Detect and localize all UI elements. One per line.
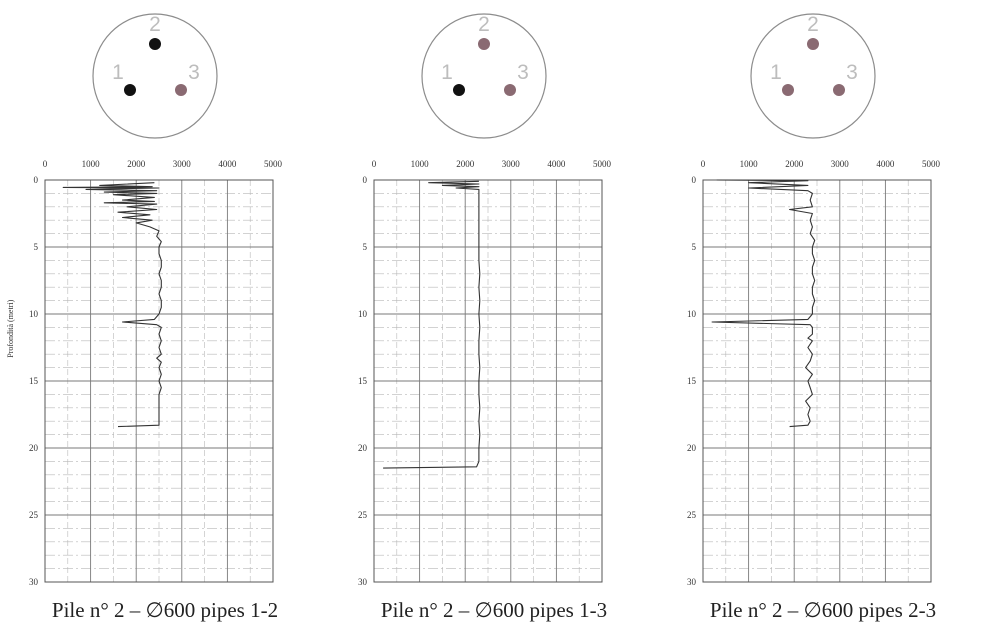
- pipe-1-dot: [124, 84, 136, 96]
- plot-frame: [373, 179, 603, 583]
- x-tick-label: 3000: [173, 159, 192, 169]
- y-tick-label: 25: [687, 510, 697, 520]
- x-tick-label: 0: [43, 159, 48, 169]
- x-tick-label: 4000: [876, 159, 895, 169]
- pipe-3-label: 3: [846, 61, 858, 84]
- y-tick-label: 20: [687, 443, 697, 453]
- x-tick-label: 5000: [593, 159, 612, 169]
- x-tick-label: 0: [701, 159, 706, 169]
- pipe-2-dot: [149, 38, 161, 50]
- y-tick-label: 20: [29, 443, 39, 453]
- pipe-1-dot: [453, 84, 465, 96]
- pipe-2-label: 2: [478, 13, 490, 36]
- pipe-2-dot: [807, 38, 819, 50]
- x-tick-label: 2000: [456, 159, 475, 169]
- pile-section-circle: [92, 13, 218, 139]
- pile-section-circle: [750, 13, 876, 139]
- y-tick-label: 5: [34, 242, 39, 252]
- chart-panel-1-2: 1 2 3 0 1000 2000 3000 4000 5000 0 5 10 15 20 25 30 Prof…: [0, 0, 330, 631]
- chart-panel-2-3: 1 2 3 0 1000 2000 3000 4000 5000 0 5 10 15 20 25 30 Pil…: [658, 0, 988, 631]
- pipe-3-label: 3: [188, 61, 200, 84]
- y-tick-label: 15: [687, 376, 697, 386]
- pipe-1-dot: [782, 84, 794, 96]
- y-tick-label: 15: [358, 376, 368, 386]
- x-tick-label: 5000: [264, 159, 283, 169]
- pipe-2-label: 2: [807, 13, 819, 36]
- pipe-3-dot: [175, 84, 187, 96]
- pipe-3-dot: [833, 84, 845, 96]
- y-tick-label: 30: [358, 577, 368, 587]
- pipe-1-label: 1: [770, 61, 782, 84]
- x-tick-label: 3000: [502, 159, 521, 169]
- y-tick-label: 15: [29, 376, 39, 386]
- x-tick-label: 0: [372, 159, 377, 169]
- y-tick-label: 10: [687, 309, 697, 319]
- plot-frame: [44, 179, 274, 583]
- y-tick-label: 5: [692, 242, 697, 252]
- pipe-2-label: 2: [149, 13, 161, 36]
- y-tick-label: 25: [29, 510, 39, 520]
- x-tick-label: 4000: [218, 159, 237, 169]
- pipe-3-dot: [504, 84, 516, 96]
- x-tick-label: 1000: [740, 159, 759, 169]
- signal-series-line: [383, 180, 481, 469]
- y-tick-label: 10: [358, 309, 368, 319]
- x-tick-label: 1000: [411, 159, 430, 169]
- y-tick-label: 0: [692, 175, 697, 185]
- y-tick-label: 20: [358, 443, 368, 453]
- y-tick-label: 5: [363, 242, 368, 252]
- pile-section-circle: [421, 13, 547, 139]
- chart-caption: Pile n° 2 – ∅600 pipes 1-3: [380, 598, 608, 622]
- y-tick-label: 0: [363, 175, 368, 185]
- x-tick-label: 5000: [922, 159, 941, 169]
- x-tick-label: 1000: [82, 159, 101, 169]
- pipe-1-label: 1: [441, 61, 453, 84]
- chart-caption: Pile n° 2 – ∅600 pipes 1-2: [51, 598, 279, 622]
- y-tick-label: 30: [29, 577, 39, 587]
- pipe-1-label: 1: [112, 61, 124, 84]
- chart-panel-1-3: 1 2 3 0 1000 2000 3000 4000 5000 0 5 10 15 20 25 30 Pil…: [329, 0, 659, 631]
- chart-caption: Pile n° 2 – ∅600 pipes 2-3: [709, 598, 937, 622]
- y-tick-label: 25: [358, 510, 368, 520]
- signal-series-line: [711, 179, 816, 428]
- y-tick-label: 10: [29, 309, 39, 319]
- pipe-2-dot: [478, 38, 490, 50]
- plot-frame: [702, 179, 932, 583]
- pipe-3-label: 3: [517, 61, 529, 84]
- signal-series-line: [62, 182, 162, 428]
- x-tick-label: 4000: [547, 159, 566, 169]
- y-tick-label: 30: [687, 577, 697, 587]
- y-tick-label: 0: [34, 175, 39, 185]
- y-axis-title: Profondità (metri): [6, 299, 15, 357]
- x-tick-label: 2000: [785, 159, 804, 169]
- x-tick-label: 2000: [127, 159, 146, 169]
- x-tick-label: 3000: [831, 159, 850, 169]
